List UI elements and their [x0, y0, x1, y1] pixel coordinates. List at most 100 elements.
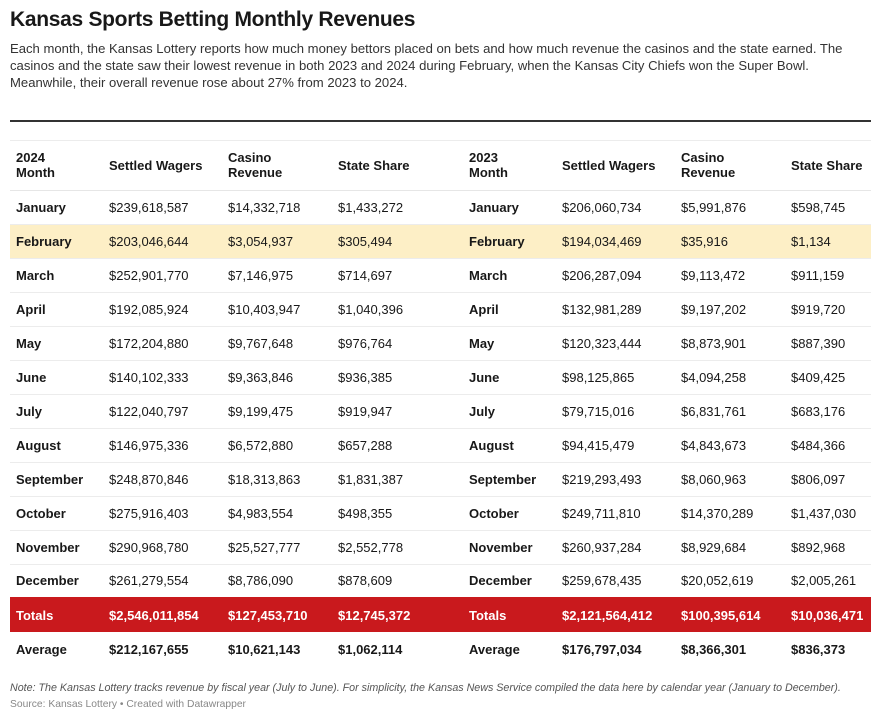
table-row: August $146,975,336 $6,572,880 $657,288 Augu…	[10, 428, 871, 463]
cell-wagers-2024: $261,279,554	[103, 564, 222, 599]
cell-casino-revenue-2024: $14,332,718	[222, 190, 332, 225]
cell-wagers-2023: $132,981,289	[556, 292, 675, 327]
cell-wagers-2023: $94,415,479	[556, 428, 675, 463]
table-row: September $248,870,846 $18,313,863 $1,831,3…	[10, 462, 871, 497]
cell-month-2023: September	[463, 462, 556, 497]
cell-casino-revenue-2024: $9,363,846	[222, 360, 332, 395]
cell-casino-revenue-2023: $9,197,202	[675, 292, 785, 327]
totals-label-2024: Totals	[10, 598, 103, 632]
table-header-row: 2024 Month Settled Wagers Casino Revenue S…	[10, 141, 871, 191]
header-top-border	[10, 140, 871, 141]
cell-wagers-2024: $146,975,336	[103, 428, 222, 463]
cell-casino-revenue-2024: $10,403,947	[222, 292, 332, 327]
cell-month-2024: December	[10, 564, 103, 599]
cell-casino-revenue-2023: $4,094,258	[675, 360, 785, 395]
average-state-2024: $1,062,114	[338, 641, 403, 657]
cell-state-share-2024: $498,355	[332, 496, 463, 531]
cell-month-2023: July	[463, 394, 556, 429]
chart-description: Each month, the Kansas Lottery reports h…	[10, 41, 843, 90]
cell-casino-revenue-2023: $8,060,963	[675, 462, 785, 497]
cell-state-share-2024: $919,947	[332, 394, 463, 429]
cell-month-2023: January	[463, 190, 556, 225]
cell-state-share-2023: $683,176	[785, 394, 871, 429]
header-2024-month[interactable]: 2024 Month	[10, 141, 103, 191]
revenue-table: 2024 Month Settled Wagers Casino Revenue S…	[10, 141, 871, 666]
cell-casino-revenue-2023: $8,929,684	[675, 530, 785, 565]
cell-casino-revenue-2024: $25,527,777	[222, 530, 332, 565]
cell-state-share-2023: $2,005,261	[785, 564, 871, 599]
cell-casino-revenue-2023: $35,916	[675, 224, 785, 259]
cell-state-share-2023: $409,425	[785, 360, 871, 395]
cell-wagers-2024: $192,085,924	[103, 292, 222, 327]
average-row: Average $212,167,655 $10,621,143 $1,062,…	[10, 632, 871, 666]
totals-label-2023: Totals	[463, 598, 556, 632]
cell-wagers-2024: $239,618,587	[103, 190, 222, 225]
cell-month-2024: April	[10, 292, 103, 327]
cell-month-2024: July	[10, 394, 103, 429]
cell-casino-revenue-2023: $6,831,761	[675, 394, 785, 429]
header-2023-settled-wagers[interactable]: Settled Wagers	[556, 141, 675, 191]
header-2023-month[interactable]: 2023 Month	[463, 141, 556, 191]
totals-row: Totals $2,546,011,854 $127,453,710 $12,7…	[10, 598, 871, 632]
header-casino-label: Casino	[228, 150, 272, 166]
cell-state-share-2024: $878,609	[332, 564, 463, 599]
cell-casino-revenue-2024: $4,983,554	[222, 496, 332, 531]
cell-wagers-2023: $98,125,865	[556, 360, 675, 395]
average-state-2023: $836,373	[791, 641, 846, 657]
table-row: February $203,046,644 $3,054,937 $305,494 Fe…	[10, 224, 871, 259]
chart-title: Kansas Sports Betting Monthly Revenues	[10, 8, 416, 31]
cell-month-2023: June	[463, 360, 556, 395]
cell-casino-revenue-2023: $20,052,619	[675, 564, 785, 599]
cell-wagers-2023: $120,323,444	[556, 326, 675, 361]
cell-month-2024: August	[10, 428, 103, 463]
cell-month-2023: December	[463, 564, 556, 599]
top-divider	[10, 120, 871, 122]
cell-month-2023: May	[463, 326, 556, 361]
cell-state-share-2024: $1,433,272	[332, 190, 463, 225]
header-2024-settled-wagers[interactable]: Settled Wagers	[103, 141, 222, 191]
header-2023-casino-revenue[interactable]: Casino Revenue	[675, 141, 785, 191]
cell-wagers-2023: $79,715,016	[556, 394, 675, 429]
cell-state-share-2024: $936,385	[332, 360, 463, 395]
cell-state-share-2024: $976,764	[332, 326, 463, 361]
cell-wagers-2023: $206,287,094	[556, 258, 675, 293]
cell-state-share-2024: $2,552,778	[332, 530, 463, 565]
cell-state-share-2023: $806,097	[785, 462, 871, 497]
header-2023-year: 2023	[469, 150, 498, 166]
cell-wagers-2024: $172,204,880	[103, 326, 222, 361]
average-wagers-2023: $176,797,034	[562, 641, 642, 657]
cell-casino-revenue-2023: $9,113,472	[675, 258, 785, 293]
average-casino-2024: $10,621,143	[228, 641, 301, 657]
cell-casino-revenue-2024: $7,146,975	[222, 258, 332, 293]
cell-state-share-2023: $484,366	[785, 428, 871, 463]
header-2024-casino-revenue[interactable]: Casino Revenue	[222, 141, 332, 191]
totals-wagers-2023: $2,121,564,412	[556, 598, 675, 632]
cell-wagers-2024: $275,916,403	[103, 496, 222, 531]
header-2023-state-share[interactable]: State Share	[785, 141, 871, 191]
cell-casino-revenue-2024: $3,054,937	[222, 224, 332, 259]
table-row: April $192,085,924 $10,403,947 $1,040,396 Ap…	[10, 292, 871, 327]
cell-casino-revenue-2023: $14,370,289	[675, 496, 785, 531]
header-revenue-label: Revenue	[681, 165, 736, 181]
cell-wagers-2024: $122,040,797	[103, 394, 222, 429]
cell-month-2023: October	[463, 496, 556, 531]
cell-month-2023: February	[463, 224, 556, 259]
cell-state-share-2024: $1,831,387	[332, 462, 463, 497]
table-row: November $290,968,780 $25,527,777 $2,552,77…	[10, 530, 871, 565]
cell-month-2023: November	[463, 530, 556, 565]
cell-casino-revenue-2024: $18,313,863	[222, 462, 332, 497]
cell-month-2024: March	[10, 258, 103, 293]
header-2024-state-share[interactable]: State Share	[332, 141, 463, 191]
cell-wagers-2023: $259,678,435	[556, 564, 675, 599]
table-row: October $275,916,403 $4,983,554 $498,355 Oct…	[10, 496, 871, 531]
cell-state-share-2023: $598,745	[785, 190, 871, 225]
cell-month-2024: June	[10, 360, 103, 395]
totals-casino-2024: $127,453,710	[222, 598, 332, 632]
header-2024-year: 2024	[16, 150, 45, 166]
cell-casino-revenue-2023: $4,843,673	[675, 428, 785, 463]
cell-wagers-2023: $260,937,284	[556, 530, 675, 565]
table-row: July $122,040,797 $9,199,475 $919,947 July $7…	[10, 394, 871, 429]
cell-wagers-2024: $203,046,644	[103, 224, 222, 259]
source-credit: Source: Kansas Lottery • Created with Da…	[10, 699, 246, 710]
cell-state-share-2023: $887,390	[785, 326, 871, 361]
